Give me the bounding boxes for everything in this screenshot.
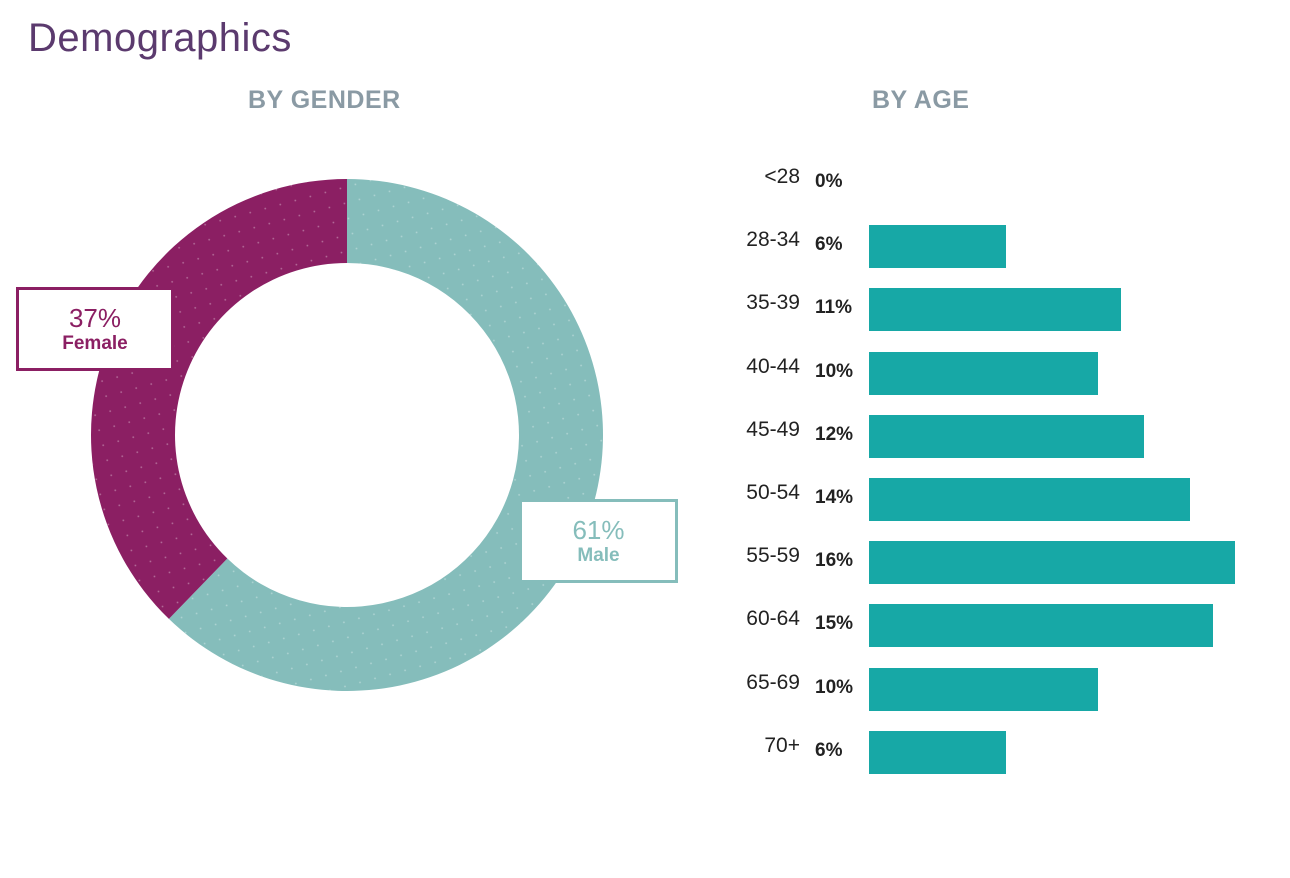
- age-category-label: 50-54: [746, 481, 800, 504]
- male-callout: 61% Male: [519, 499, 678, 583]
- female-callout: 37% Female: [16, 287, 174, 371]
- age-category-label: 60-64: [746, 607, 800, 631]
- age-bar: [869, 288, 1121, 332]
- age-category-label: 28-34: [746, 228, 800, 252]
- age-value-label: 12%: [815, 423, 854, 445]
- page-title: Demographics: [28, 16, 292, 60]
- age-bar: [869, 225, 1006, 269]
- age-bar: [869, 414, 1144, 458]
- donut-slice-female-texture: [90, 179, 347, 619]
- age-section-title: BY AGE: [872, 86, 970, 114]
- age-value-label: 14%: [815, 487, 854, 508]
- age-category-label: 35-39: [746, 291, 800, 315]
- age-value-label: 10%: [815, 676, 854, 698]
- age-category-label: 55-59: [746, 544, 800, 568]
- age-category-label: 40-44: [746, 354, 800, 378]
- female-label: Female: [62, 333, 128, 354]
- age-bar: [869, 351, 1098, 395]
- age-category-label: 70+: [764, 733, 800, 757]
- male-label: Male: [577, 545, 620, 566]
- donut-slice-male-texture: [168, 179, 603, 691]
- age-bar: [869, 730, 1006, 774]
- female-percent: 37%: [68, 303, 122, 333]
- age-bar: [869, 604, 1213, 648]
- age-value-label: 16%: [815, 550, 854, 572]
- age-value-label: 6%: [815, 739, 843, 761]
- age-category-label: 45-49: [746, 417, 800, 441]
- age-value-label: 6%: [815, 234, 843, 256]
- male-percent: 61%: [572, 515, 625, 545]
- gender-section-title: BY GENDER: [248, 86, 401, 114]
- age-category-label: <28: [764, 165, 800, 188]
- age-value-label: 10%: [815, 360, 854, 382]
- age-bar: [869, 667, 1098, 711]
- age-bar: [869, 478, 1190, 521]
- age-category-label: 65-69: [746, 670, 800, 694]
- age-value-label: 11%: [815, 297, 852, 319]
- age-value-label: 0%: [815, 171, 843, 192]
- age-bar: [869, 541, 1235, 585]
- age-value-label: 15%: [815, 613, 854, 635]
